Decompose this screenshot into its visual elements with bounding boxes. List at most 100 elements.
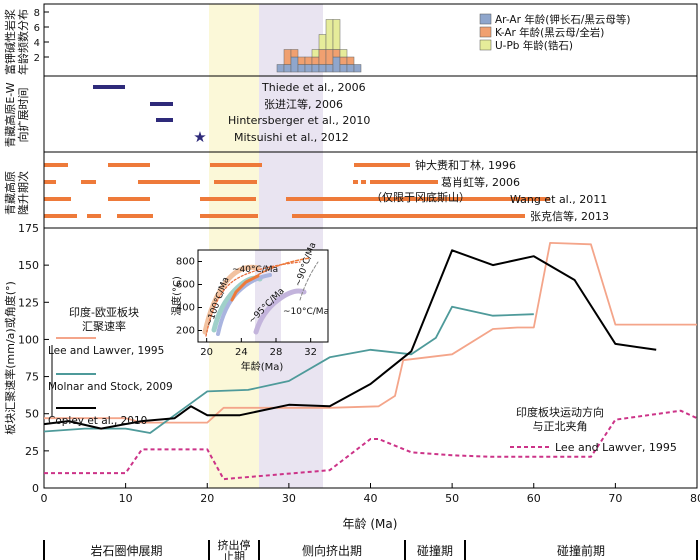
conv-label: 印度-欧亚板块汇聚速率 [69,305,139,333]
x-tick-label: 40 [364,492,378,505]
inset-rate-label: ~10°C/Ma [283,307,329,317]
panel2-ylabel: 青藏高原E-W向扩展时间 [3,82,30,147]
y-tick-label: 125 [18,296,39,309]
y-tick-label: 0 [32,482,39,495]
x-tick-label: 30 [282,492,296,505]
x-tick-label: 70 [608,492,622,505]
histogram-bar [332,49,341,58]
histogram-bar [290,56,299,73]
uplift-ref: 葛肖虹等, 2006 [441,175,520,189]
inset-rate-label: ~40°C/Ma [232,265,278,275]
main-ylabel: 板块汇聚速率(mm/a)或角度(°) [3,281,17,435]
histogram-bar [283,49,292,65]
phase-label: 挤出停止期 [218,538,251,560]
inset-cooling-path [249,257,311,281]
histogram-bar [332,56,341,73]
panel-histogram: 富钾碱性岩浆年龄频数分布 2 4 6 8 Ar-Ar 年龄(钾长石/黑云母等)K-Ar… [3,8,630,75]
inset-xtick-label: 20 [200,347,213,358]
x-tick-label: 60 [527,492,541,505]
legend-series-label: Molnar and Stock, 2009 [48,381,173,393]
histogram-bar [325,19,334,50]
series-line-0 [44,241,697,424]
main-chart: 010203040506070800255075100125150175 板块汇… [3,222,700,531]
inset-ytick-label: 600 [176,280,195,291]
y-tick-label: 175 [18,222,39,235]
y-tick-label: 75 [25,371,39,384]
histogram-bar [339,64,348,73]
inset-xtick-label: 28 [270,347,283,358]
y-tick-label: 25 [25,445,39,458]
inset-cooling-path [202,264,261,335]
extension-ref: 张进江等, 2006 [264,97,343,111]
x-tick-label: 20 [200,492,214,505]
y-tick-label: 50 [25,408,39,421]
histogram-bar [339,49,348,58]
legend-label: K-Ar 年龄(黑云母/全岩) [495,26,604,39]
histogram-bar [311,49,320,58]
uplift-ref: Wang et al., 2011 [510,193,607,206]
panel1-ytick-label: 4 [34,38,40,49]
histogram-bar [346,64,355,73]
histogram-bar [332,19,341,50]
panel1-ytick-label: 8 [34,8,40,19]
series-legend: Lee and Lawver, 1995 Molnar and Stock, 20… [48,337,173,427]
histogram-bar [304,64,313,73]
x-tick-label: 50 [445,492,459,505]
panel1-y-ticks: 2 4 6 8 [34,8,49,64]
angle-ref: Lee and Lawver, 1995 [555,441,677,454]
histogram-bar [304,56,313,65]
angle-label: 印度板块运动方向与正北夹角 [516,405,604,433]
histogram-bar [325,64,334,73]
histogram-bar [339,56,348,65]
legend-swatch [479,13,492,25]
phase-bar: 岩石圈伸展期 挤出停止期 侧向挤出期 碰撞期 碰撞前期 [43,538,698,560]
panel1-ytick-label: 6 [34,23,40,34]
uplift-ref: 钟大赉和丁林, 1996 [415,158,516,172]
histogram-bar [311,56,320,65]
histogram-bar [325,49,334,65]
series-line-2 [43,249,657,430]
histogram-bar [283,64,292,73]
inset-cooling-path [253,288,307,335]
histogram-bar [353,64,362,73]
extension-ref: Thiede et al., 2006 [261,81,366,94]
star-icon: ★ [193,128,206,146]
inset-xlabel: 年龄(Ma) [241,360,284,373]
extension-ref: Hintersberger et al., 2010 [228,114,370,127]
histogram-bar [318,49,327,65]
inset-ytick-label: 400 [176,303,195,314]
panel-ew-extension: 青藏高原E-W向扩展时间 ★ Thiede et al., 2006 张进江等, 2… [3,81,370,148]
main-xlabel: 年龄 (Ma) [343,517,398,531]
y-tick-label: 150 [18,259,39,272]
histogram-bar [318,34,327,50]
extension-ref: Mitsuishi et al., 2012 [234,131,349,144]
phase-label: 碰撞期 [417,543,453,558]
phase-label: 碰撞前期 [557,543,605,558]
uplift-ref: （仅限于冈底斯山） [371,190,470,204]
series-line-3 [44,409,698,481]
x-tick-label: 0 [41,492,48,505]
histogram-bar [290,49,299,58]
histogram-bar [276,64,285,73]
inset-ytick-label: 200 [176,326,195,337]
inset-xtick-label: 32 [304,347,317,358]
legend-series-label: Lee and Lawver, 1995 [48,345,164,357]
legend-label: U-Pb 年龄(锆石) [495,39,573,52]
histogram-bar [311,64,320,73]
panel1-ylabel: 富钾碱性岩浆年龄频数分布 [3,9,30,75]
x-tick-label: 80 [690,492,700,505]
legend-swatch [479,39,492,51]
histogram-bar [318,64,327,73]
age-legend: Ar-Ar 年龄(钾长石/黑云母等)K-Ar 年龄(黑云母/全岩)U-Pb 年龄… [479,13,630,52]
histogram-bar [346,56,355,65]
series-line-1 [43,305,534,434]
phase-label: 岩石圈伸展期 [90,543,162,558]
panel1-ytick-label: 2 [34,53,40,64]
histogram-bar [297,64,306,73]
legend-swatch [479,26,492,38]
inset-ylabel: 温度(°C) [170,276,183,316]
panel-uplift-stages: 青藏高原隆升期次 钟大赉和丁林, 1996 葛肖虹等, 2006（仅限于冈底斯山）… [3,158,609,223]
legend-series-label: Copley et al., 2010 [48,415,147,427]
